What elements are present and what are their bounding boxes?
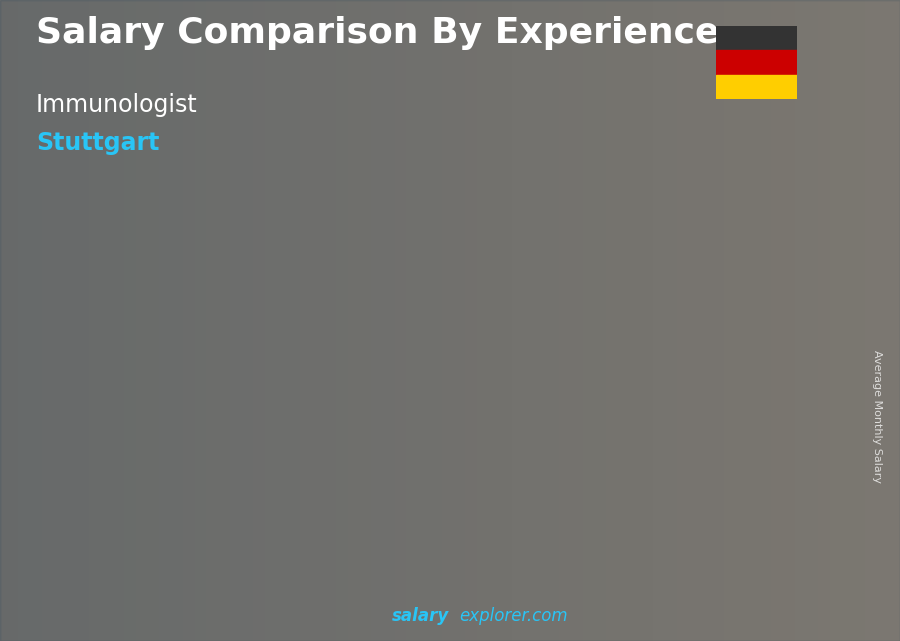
Bar <box>200 445 274 448</box>
Text: 3,880 EUR: 3,880 EUR <box>56 453 159 471</box>
Bar <box>70 476 145 577</box>
Text: +40%: +40% <box>302 329 378 353</box>
Text: +20%: +20% <box>431 291 508 315</box>
Bar <box>396 392 405 577</box>
FancyArrowPatch shape <box>666 295 788 329</box>
Text: 5,060 EUR: 5,060 EUR <box>185 422 289 440</box>
Bar <box>266 445 274 577</box>
Text: +8%: +8% <box>699 253 760 277</box>
Bar <box>785 316 794 577</box>
Text: +31%: +31% <box>172 381 248 406</box>
Bar <box>136 476 145 577</box>
FancyArrowPatch shape <box>276 380 399 438</box>
Text: Average Monthly Salary: Average Monthly Salary <box>872 350 883 483</box>
Bar <box>459 354 535 360</box>
Text: Stuttgart: Stuttgart <box>36 131 159 155</box>
Bar <box>719 316 794 577</box>
Text: 9,250 EUR: 9,250 EUR <box>575 313 679 331</box>
Text: explorer.com: explorer.com <box>459 607 568 625</box>
Bar <box>716 26 796 50</box>
Text: +9%: +9% <box>570 272 629 296</box>
Bar <box>716 75 796 99</box>
Bar <box>590 335 664 577</box>
Text: Immunologist: Immunologist <box>36 93 198 117</box>
Text: 7,090 EUR: 7,090 EUR <box>315 370 419 388</box>
Bar <box>590 335 664 342</box>
Bar <box>719 316 794 322</box>
FancyArrowPatch shape <box>407 340 529 385</box>
Text: salary: salary <box>392 607 449 625</box>
FancyArrowPatch shape <box>536 314 659 347</box>
Bar <box>655 335 664 577</box>
Text: 9,990 EUR: 9,990 EUR <box>705 294 808 312</box>
Bar <box>526 354 535 577</box>
Bar <box>459 354 535 577</box>
FancyArrowPatch shape <box>147 428 269 469</box>
Bar <box>70 476 145 478</box>
Bar <box>329 392 405 396</box>
Text: 8,520 EUR: 8,520 EUR <box>445 332 549 350</box>
Bar <box>716 50 796 75</box>
Bar <box>329 392 405 577</box>
Bar <box>200 445 274 577</box>
Text: Salary Comparison By Experience: Salary Comparison By Experience <box>36 16 719 50</box>
